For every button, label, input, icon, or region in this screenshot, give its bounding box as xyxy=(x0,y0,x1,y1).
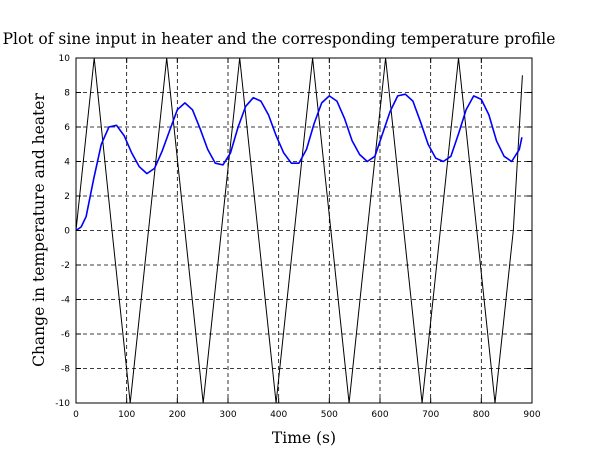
grid xyxy=(76,58,532,403)
y-tick-label: 6 xyxy=(64,123,70,133)
x-tick-label: 300 xyxy=(219,410,236,420)
y-tick-label: 4 xyxy=(64,158,70,168)
x-tick-label: 600 xyxy=(371,410,388,420)
heater-sine-series xyxy=(75,57,523,404)
x-tick-label: 800 xyxy=(473,410,490,420)
y-tick-label: -8 xyxy=(61,365,70,375)
y-tick-label: -6 xyxy=(61,330,70,340)
y-tick-label: -10 xyxy=(55,399,70,409)
y-tick-label: -4 xyxy=(61,296,70,306)
x-tick-label: 0 xyxy=(73,410,79,420)
chart-title: Plot of sine input in heater and the cor… xyxy=(3,30,556,48)
y-tick-label: 8 xyxy=(64,89,70,99)
x-tick-label: 200 xyxy=(169,410,186,420)
x-tick-label: 700 xyxy=(422,410,439,420)
temperature-series xyxy=(75,93,523,232)
y-axis-label: Change in temperature and heater xyxy=(30,93,48,367)
axis-ticks: 0 100 200 300 400 500 600 700 800 900 -10 -8 -6 -4 -2 0… xyxy=(55,54,541,420)
x-tick-label: 400 xyxy=(270,410,287,420)
y-tick-label: 0 xyxy=(64,227,70,237)
x-tick-label: 900 xyxy=(523,410,540,420)
y-tick-label: 2 xyxy=(64,192,70,202)
x-tick-label: 500 xyxy=(321,410,338,420)
y-tick-label: -2 xyxy=(61,261,70,271)
x-tick-label: 100 xyxy=(118,410,135,420)
series-layer xyxy=(75,57,523,404)
y-tick-label: 10 xyxy=(59,54,71,64)
x-axis-label: Time (s) xyxy=(272,429,336,447)
